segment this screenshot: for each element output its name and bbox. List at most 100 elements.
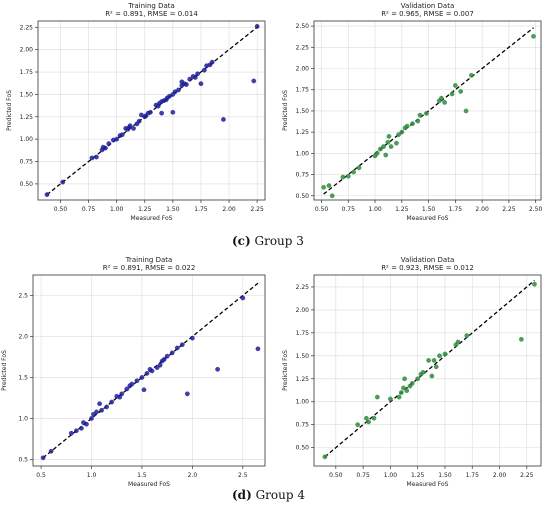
x-tick-label: 0.50	[54, 206, 68, 213]
x-tick-label: 1.0	[87, 472, 97, 479]
x-tick-label: 1.75	[194, 206, 208, 213]
x-axis-label: Measured FoS	[407, 215, 449, 222]
data-point	[371, 415, 377, 421]
y-tick-label: 2.00	[296, 66, 310, 73]
data-point	[103, 145, 108, 151]
y-tick-label: 2.5	[18, 292, 28, 299]
y-tick-label: 2.00	[296, 307, 310, 314]
x-tick-label: 2.25	[250, 206, 264, 213]
data-point	[176, 87, 181, 93]
y-tick-label: 1.50	[20, 91, 34, 98]
data-point	[149, 368, 155, 374]
y-tick-label: 0.75	[20, 159, 34, 166]
data-point	[366, 419, 371, 425]
data-point	[89, 155, 95, 161]
x-tick-label: 1.50	[438, 472, 452, 479]
chart-title: Validation Data	[401, 256, 455, 264]
data-point	[399, 129, 405, 135]
y-axis-label: Predicted FoS	[282, 350, 289, 391]
x-tick-label: 1.00	[384, 472, 398, 479]
y-tick-label: 1.75	[296, 87, 310, 94]
data-point	[144, 371, 150, 376]
data-point	[404, 123, 410, 129]
chart-subtitle: R² = 0.891, RMSE = 0.022	[103, 264, 196, 272]
data-point	[174, 345, 180, 351]
data-point	[136, 118, 142, 124]
data-point	[386, 134, 392, 139]
data-point	[109, 399, 115, 405]
data-point	[442, 100, 447, 105]
x-tick-label: 0.75	[356, 472, 370, 479]
data-point	[134, 378, 140, 384]
y-tick-label: 2.25	[296, 44, 310, 51]
data-point	[159, 110, 164, 116]
data-point	[169, 350, 175, 356]
y-tick-label: 1.00	[20, 136, 34, 143]
x-axis-label: Measured FoS	[407, 481, 449, 488]
y-tick-label: 0.50	[296, 445, 310, 452]
x-tick-label: 0.5	[36, 472, 46, 479]
chart-group3-training: 0.50 0.75 1.00 1.25 1.50 1.75 2.00 2.25 0.50 0.75…	[6, 2, 266, 222]
data-point	[388, 144, 394, 149]
data-point	[355, 422, 361, 428]
data-point	[40, 455, 46, 461]
data-point	[437, 353, 442, 359]
data-point	[424, 111, 429, 116]
ideal-fit-line	[324, 280, 535, 458]
x-tick-label: 1.5	[137, 472, 147, 479]
data-point	[321, 184, 326, 190]
data-point	[198, 81, 204, 87]
data-point	[255, 346, 261, 352]
data-point	[374, 394, 380, 400]
data-point	[124, 386, 130, 392]
chart-title: Training Data	[125, 256, 173, 264]
data-point	[129, 381, 135, 387]
data-point	[356, 165, 362, 171]
data-point	[431, 358, 437, 363]
data-point	[374, 150, 380, 156]
x-tick-label: 2.00	[475, 206, 489, 213]
data-point	[74, 428, 79, 434]
y-tick-label: 0.50	[20, 181, 34, 188]
plot-frame	[313, 20, 542, 201]
data-point	[452, 83, 458, 88]
data-point	[463, 108, 469, 114]
data-point	[190, 335, 195, 341]
data-point	[114, 136, 120, 142]
y-tick-label: 1.50	[296, 353, 310, 360]
data-point	[351, 169, 356, 175]
data-point	[429, 373, 435, 379]
data-point	[154, 365, 160, 370]
data-point	[91, 412, 96, 417]
data-point	[531, 33, 536, 39]
data-point	[383, 152, 389, 158]
data-point	[68, 430, 74, 436]
data-point	[48, 448, 54, 454]
y-tick-label: 0.75	[296, 422, 310, 429]
data-point	[254, 24, 260, 29]
y-tick-label: 1.25	[20, 114, 34, 121]
chart-group4-validation: 0.50 0.75 1.00 1.25 1.50 1.75 2.00 2.25 0.50 0.75…	[282, 256, 542, 488]
chart-title: Validation Data	[401, 2, 455, 10]
data-point	[415, 376, 421, 382]
x-tick-label: 2.00	[222, 206, 236, 213]
y-tick-label: 2.50	[296, 23, 310, 30]
x-tick-label: 1.25	[395, 206, 409, 213]
data-point	[106, 141, 112, 146]
data-point	[170, 109, 176, 115]
data-point	[439, 95, 444, 101]
data-point	[89, 416, 94, 421]
data-point	[187, 76, 193, 82]
data-point	[141, 387, 147, 393]
chart-panel-group4-validation: 0.50 0.75 1.00 1.25 1.50 1.75 2.00 2.25 0.50 0.75…	[278, 254, 550, 488]
y-tick-label: 1.25	[296, 129, 310, 136]
data-point	[157, 362, 163, 368]
y-axis-label: Predicted FoS	[1, 350, 8, 391]
data-point	[402, 376, 407, 382]
y-axis-label: Predicted FoS	[282, 90, 289, 131]
chart-subtitle: R² = 0.923, RMSE = 0.012	[381, 264, 474, 272]
data-point	[404, 388, 410, 394]
y-tick-label: 2.00	[20, 47, 34, 54]
y-axis-label: Predicted FoS	[6, 90, 13, 131]
x-tick-label: 1.00	[368, 206, 382, 213]
